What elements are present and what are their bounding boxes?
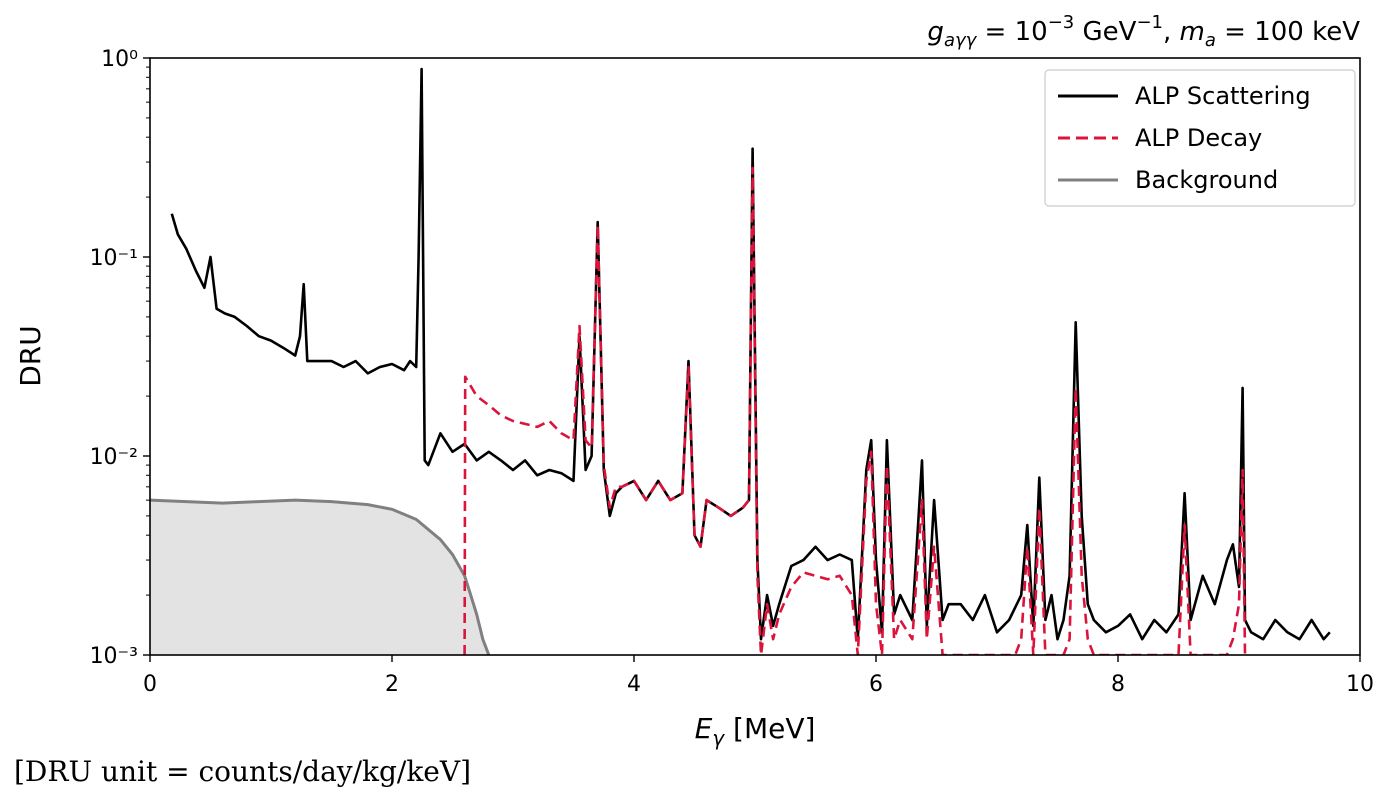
legend-box <box>1044 69 1356 207</box>
legend-label-background: Background <box>1135 166 1278 194</box>
annotation: gaγγ = 10−3 GeV−1, ma = 100 keV <box>927 12 1360 51</box>
x-axis-label: Eγ [MeV] <box>695 712 816 750</box>
plot-frame <box>149 57 1361 656</box>
dru-unit-footnote: [DRU unit = counts/day/kg/keV] <box>14 755 472 788</box>
x-tick-label: 2 <box>385 672 399 697</box>
y-tick-label: 10⁻¹ <box>90 246 138 271</box>
x-axis: 0 2 4 6 8 10 <box>143 655 1374 697</box>
series-line-alp-decay <box>463 166 1247 655</box>
x-tick-label: 6 <box>869 672 883 697</box>
x-tick-label: 0 <box>143 672 157 697</box>
legend-label-scattering: ALP Scattering <box>1135 82 1311 110</box>
y-tick-label: 10⁰ <box>101 47 138 72</box>
legend-label-decay: ALP Decay <box>1135 124 1262 152</box>
x-tick-label: 10 <box>1346 672 1374 697</box>
x-tick-label: 4 <box>627 672 641 697</box>
chart: gaγγ = 10−3 GeV−1, ma = 100 keV 0 2 4 6 8 10 … <box>14 12 1374 750</box>
y-axis-label: DRU <box>14 325 47 387</box>
y-tick-label: 10⁻³ <box>90 644 138 669</box>
legend: ALP Scattering ALP Decay Background <box>1044 69 1356 207</box>
y-axis: 10⁰ 10⁻¹ 10⁻² 10⁻³ <box>90 47 150 669</box>
y-tick-label: 10⁻² <box>90 445 138 470</box>
series-layer <box>150 67 1331 655</box>
series-line-background <box>150 498 491 655</box>
x-tick-label: 8 <box>1111 672 1125 697</box>
background-fill-area <box>150 500 489 655</box>
